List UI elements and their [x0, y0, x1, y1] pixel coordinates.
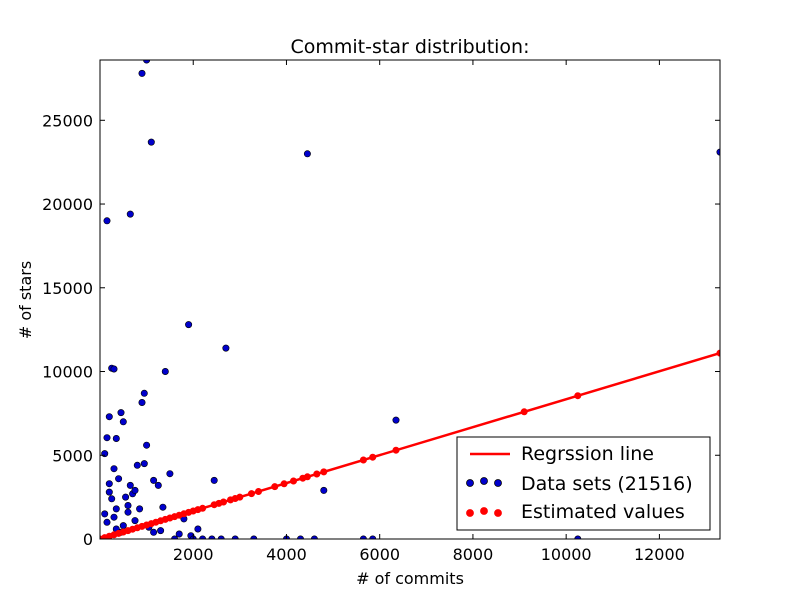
data-point — [175, 530, 183, 538]
data-point — [133, 461, 141, 469]
estimated-point — [320, 468, 328, 476]
x-tick-label: 6000 — [359, 545, 400, 564]
data-point — [154, 481, 162, 489]
y-tick-label: 15000 — [42, 279, 93, 298]
legend-marker-estimated — [466, 509, 474, 517]
data-point — [166, 470, 174, 478]
data-point — [131, 517, 139, 525]
data-point — [124, 501, 132, 509]
estimated-point — [248, 490, 256, 498]
data-point — [103, 518, 111, 526]
data-point — [143, 441, 151, 449]
data-point — [194, 525, 202, 533]
estimated-point — [255, 487, 263, 495]
x-tick-label: 10000 — [541, 545, 592, 564]
data-point — [101, 450, 109, 458]
data-point — [210, 476, 218, 484]
data-point — [105, 488, 113, 496]
data-point — [117, 409, 125, 417]
data-point — [147, 138, 155, 146]
data-point — [110, 513, 118, 521]
legend-marker-estimated — [480, 507, 488, 515]
x-axis-ticks: 2000 4000 6000 8000 10000 12000 — [173, 60, 685, 564]
data-point — [150, 476, 158, 484]
x-tick-label: 4000 — [266, 545, 307, 564]
estimated-point — [199, 504, 207, 512]
data-point — [150, 528, 158, 536]
estimated-point — [313, 470, 321, 478]
data-point — [140, 460, 148, 468]
estimated-point — [520, 408, 528, 416]
x-tick-label: 2000 — [173, 545, 214, 564]
data-point — [185, 321, 193, 329]
plot-frame — [99, 59, 721, 540]
data-point — [115, 475, 123, 483]
legend-marker-data — [480, 477, 488, 485]
data-point — [140, 389, 148, 397]
legend-marker-data — [494, 479, 502, 487]
data-point — [103, 434, 111, 442]
data-point — [126, 481, 134, 489]
data-point — [126, 210, 134, 218]
data-point — [101, 510, 109, 518]
legend: Regrssion line Data sets (21516) Estimat… — [456, 436, 711, 531]
estimated-point — [271, 483, 279, 491]
estimated-point — [303, 473, 311, 481]
estimated-point — [392, 446, 400, 454]
data-point — [392, 416, 400, 424]
data-point — [124, 508, 132, 516]
data-point — [138, 398, 146, 406]
x-axis-label: # of commits — [356, 569, 464, 588]
data-point — [136, 505, 144, 513]
data-point — [161, 367, 169, 375]
estimated-point — [220, 498, 228, 506]
x-tick-label: 8000 — [453, 545, 494, 564]
estimated-point — [280, 480, 288, 488]
data-point — [320, 486, 328, 494]
data-point — [112, 434, 120, 442]
data-point — [157, 527, 165, 535]
legend-label-regression: Regrssion line — [521, 443, 654, 465]
plot-content — [100, 60, 720, 539]
data-point — [110, 365, 118, 373]
data-point — [108, 495, 116, 503]
y-tick-label: 10000 — [42, 363, 93, 382]
y-tick-label: 25000 — [42, 111, 93, 130]
data-point — [122, 493, 130, 501]
legend-label-datasets: Data sets (21516) — [521, 473, 693, 495]
estimated-point — [289, 477, 297, 485]
data-point — [222, 344, 230, 352]
y-axis-label: # of stars — [16, 261, 35, 339]
y-axis-ticks: 0 5000 10000 15000 20000 25000 — [42, 111, 720, 549]
legend-marker-data — [466, 479, 474, 487]
y-tick-label: 0 — [83, 530, 93, 549]
estimated-point — [359, 456, 367, 464]
data-point — [119, 418, 127, 426]
data-point — [131, 486, 139, 494]
chart-title: Commit-star distribution: — [290, 36, 529, 58]
estimated-point — [574, 392, 582, 400]
y-tick-label: 5000 — [52, 446, 93, 465]
data-point — [110, 465, 118, 473]
data-point — [112, 505, 120, 513]
data-point — [303, 150, 311, 158]
data-point — [105, 480, 113, 488]
x-tick-label: 12000 — [634, 545, 685, 564]
data-point — [105, 413, 113, 421]
estimated-point — [236, 493, 244, 501]
data-point — [119, 522, 127, 530]
data-point — [159, 503, 167, 511]
data-point — [103, 217, 111, 225]
estimated-point — [369, 453, 377, 461]
legend-label-estimated: Estimated values — [521, 501, 685, 523]
legend-marker-estimated — [494, 509, 502, 517]
data-point — [138, 69, 146, 77]
y-tick-label: 20000 — [42, 195, 93, 214]
data-point — [143, 60, 151, 64]
